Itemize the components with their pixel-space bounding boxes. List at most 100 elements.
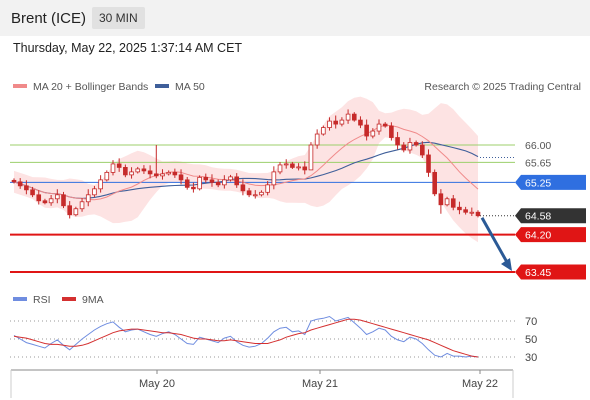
- candle-body: [463, 209, 468, 213]
- candle-body: [351, 113, 357, 121]
- candle: [135, 166, 141, 174]
- candle-body: [426, 154, 431, 173]
- candle-body: [116, 163, 122, 168]
- candle: [222, 175, 227, 189]
- candle: [129, 167, 134, 179]
- candle-body: [55, 194, 60, 200]
- x-tick-label: May 22: [462, 378, 498, 390]
- price-tag-label: 63.45: [525, 267, 551, 279]
- rsi-ma-swatch: [62, 297, 76, 301]
- candle-body: [444, 198, 450, 206]
- price-tag-box: [515, 264, 586, 280]
- candle-body: [228, 176, 233, 181]
- candle-body: [345, 113, 351, 121]
- candle-body: [153, 173, 159, 177]
- candle: [178, 169, 184, 185]
- candle: [265, 181, 270, 196]
- candle-body: [469, 211, 475, 214]
- bollinger-band-fill: [14, 96, 478, 243]
- candle: [314, 129, 320, 149]
- candle: [450, 195, 456, 211]
- candle: [240, 179, 246, 196]
- copyright-text: Research © 2025 Trading Central: [424, 81, 581, 93]
- candle-body: [407, 142, 413, 151]
- candle-body: [141, 168, 147, 172]
- candle: [141, 165, 147, 174]
- x-tick-label: May 21: [302, 378, 338, 390]
- candle-body: [370, 130, 376, 137]
- candle-body: [110, 163, 116, 173]
- candle: [333, 115, 339, 129]
- candle-body: [234, 176, 240, 186]
- candle: [475, 210, 481, 218]
- candle-body: [432, 171, 437, 195]
- candle-body: [314, 133, 320, 146]
- ma20-swatch: [13, 84, 27, 88]
- candle: [110, 160, 116, 176]
- candle-body: [321, 127, 326, 135]
- candle: [48, 195, 54, 206]
- candle: [228, 174, 233, 182]
- candle: [172, 168, 178, 178]
- candle: [370, 128, 376, 139]
- level-label-65.65: 65.65: [525, 157, 551, 169]
- candle: [252, 190, 258, 199]
- candle-body: [450, 198, 456, 208]
- candle: [438, 189, 444, 214]
- candle-body: [420, 144, 425, 156]
- candle-body: [30, 189, 35, 196]
- candle: [209, 174, 215, 187]
- candle: [389, 122, 394, 141]
- candle: [203, 173, 209, 183]
- candle: [271, 166, 277, 190]
- candle-body: [92, 188, 97, 196]
- candle-body: [98, 179, 103, 190]
- candle: [153, 145, 159, 179]
- candle: [283, 159, 289, 169]
- ma20-legend-label: MA 20 + Bollinger Bands: [33, 81, 148, 93]
- candle: [166, 170, 171, 176]
- timeframe-badge[interactable]: 30 MIN: [92, 7, 145, 29]
- candle-body: [129, 171, 134, 176]
- candle: [308, 142, 314, 171]
- candle: [85, 189, 91, 207]
- candle-body: [389, 125, 394, 138]
- candle-body: [327, 120, 332, 128]
- candle: [469, 207, 475, 216]
- price-tag-63.45: 63.45: [515, 264, 586, 280]
- candle-body: [215, 181, 221, 186]
- candle-body: [296, 166, 301, 169]
- candle-body: [271, 171, 277, 186]
- main-legend: MA 20 + Bollinger Bands MA 50 Research ©…: [13, 81, 581, 93]
- candle: [17, 178, 23, 189]
- candle: [36, 190, 42, 205]
- candle-body: [252, 194, 258, 197]
- level-label-66.00: 66.00: [525, 140, 551, 152]
- candle: [420, 141, 425, 158]
- candle-body: [302, 166, 308, 171]
- candle: [345, 109, 351, 124]
- candle: [234, 173, 240, 188]
- candle: [351, 112, 357, 122]
- candle: [246, 187, 252, 198]
- ma50-line: [13, 141, 479, 199]
- candle: [11, 178, 17, 184]
- candle: [98, 175, 103, 193]
- projection-arrowhead: [501, 258, 512, 271]
- price-tag-label: 65.25: [525, 177, 551, 189]
- ma50-legend-label: MA 50: [175, 81, 205, 93]
- candle: [339, 117, 345, 127]
- ma50-swatch: [155, 84, 169, 88]
- price-tag-label: 64.20: [525, 230, 551, 242]
- candle-body: [222, 179, 227, 186]
- candle-body: [395, 137, 400, 146]
- candle-body: [184, 179, 190, 188]
- rsi-legend: RSI 9MA: [13, 294, 104, 306]
- candle: [426, 149, 431, 177]
- candle: [376, 119, 382, 135]
- candle-body: [11, 179, 17, 183]
- candle-body: [61, 194, 66, 207]
- projection-arrow: [480, 216, 512, 271]
- candle: [104, 170, 110, 182]
